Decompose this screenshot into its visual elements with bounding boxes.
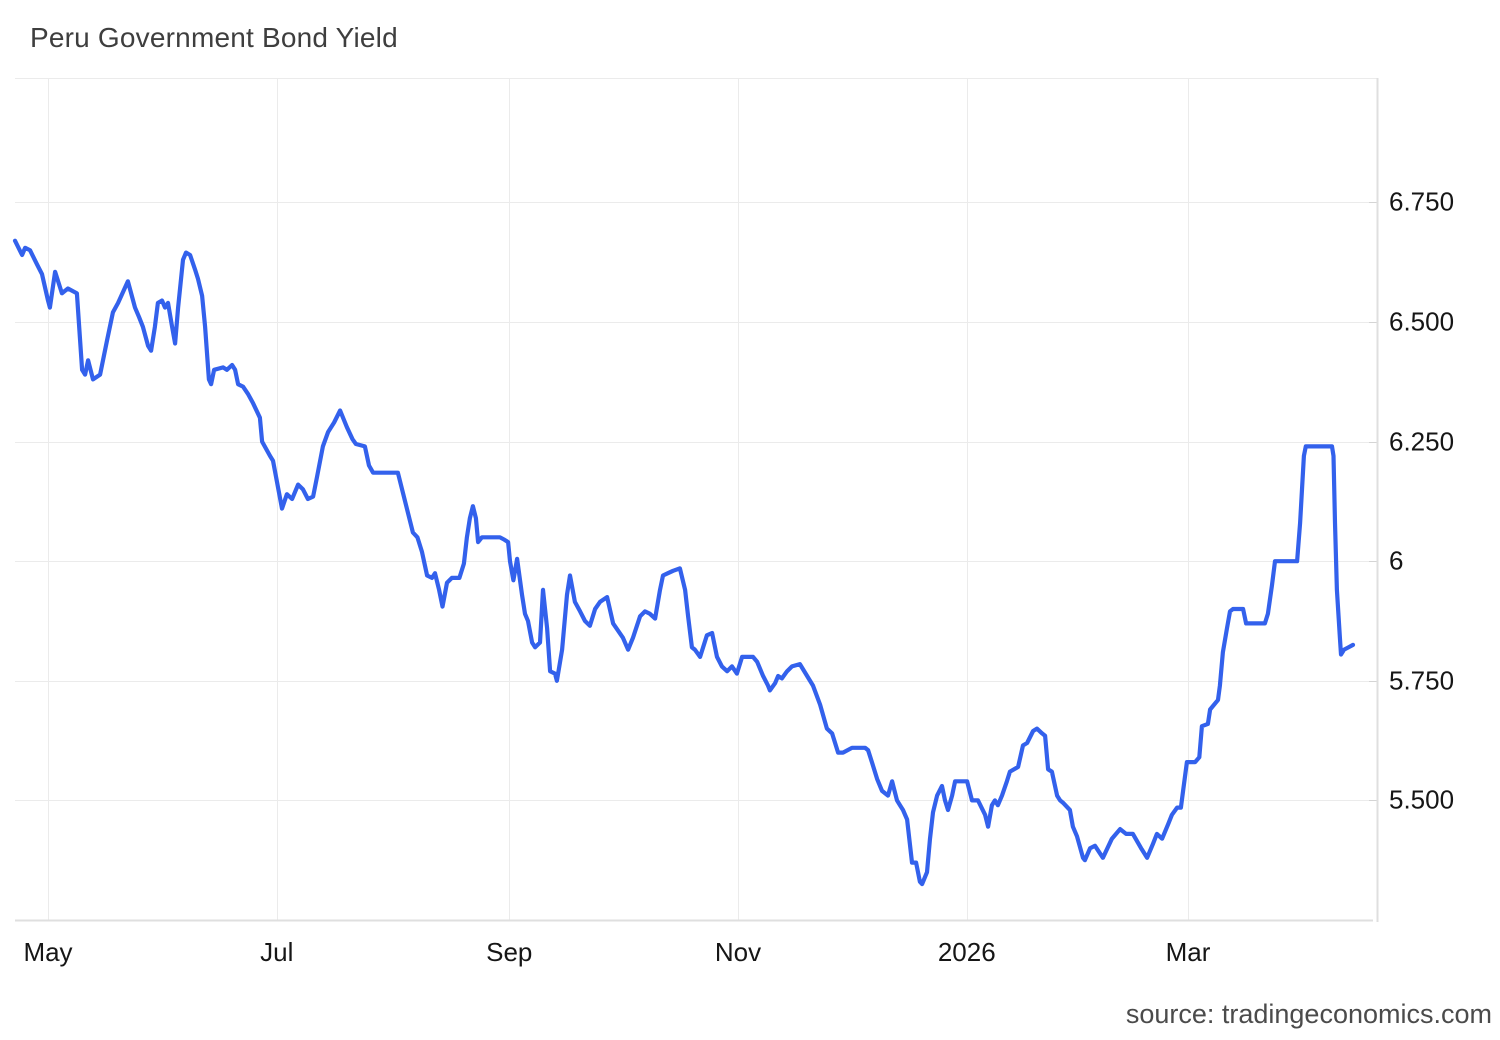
y-axis-label: 6.750 xyxy=(1389,186,1455,217)
x-axis-label: Sep xyxy=(486,937,533,967)
source-credit: source: tradingeconomics.com xyxy=(1125,999,1492,1029)
x-axis-label: Nov xyxy=(714,937,762,967)
x-axis-label: May xyxy=(23,937,73,967)
y-axis-label: 6.500 xyxy=(1389,306,1455,337)
y-axis-label: 6 xyxy=(1389,545,1404,576)
chart-plot-area[interactable] xyxy=(15,78,1377,920)
y-axis-label: 5.500 xyxy=(1389,784,1455,815)
y-axis-label: 6.250 xyxy=(1389,426,1455,457)
chart-title: Peru Government Bond Yield xyxy=(30,22,398,53)
bond-yield-series-line xyxy=(12,238,1356,887)
x-axis-label: Mar xyxy=(1165,937,1211,967)
x-axis-label: 2026 xyxy=(937,937,996,967)
x-axis-label: Jul xyxy=(260,937,294,967)
y-axis-label: 5.750 xyxy=(1389,665,1455,696)
